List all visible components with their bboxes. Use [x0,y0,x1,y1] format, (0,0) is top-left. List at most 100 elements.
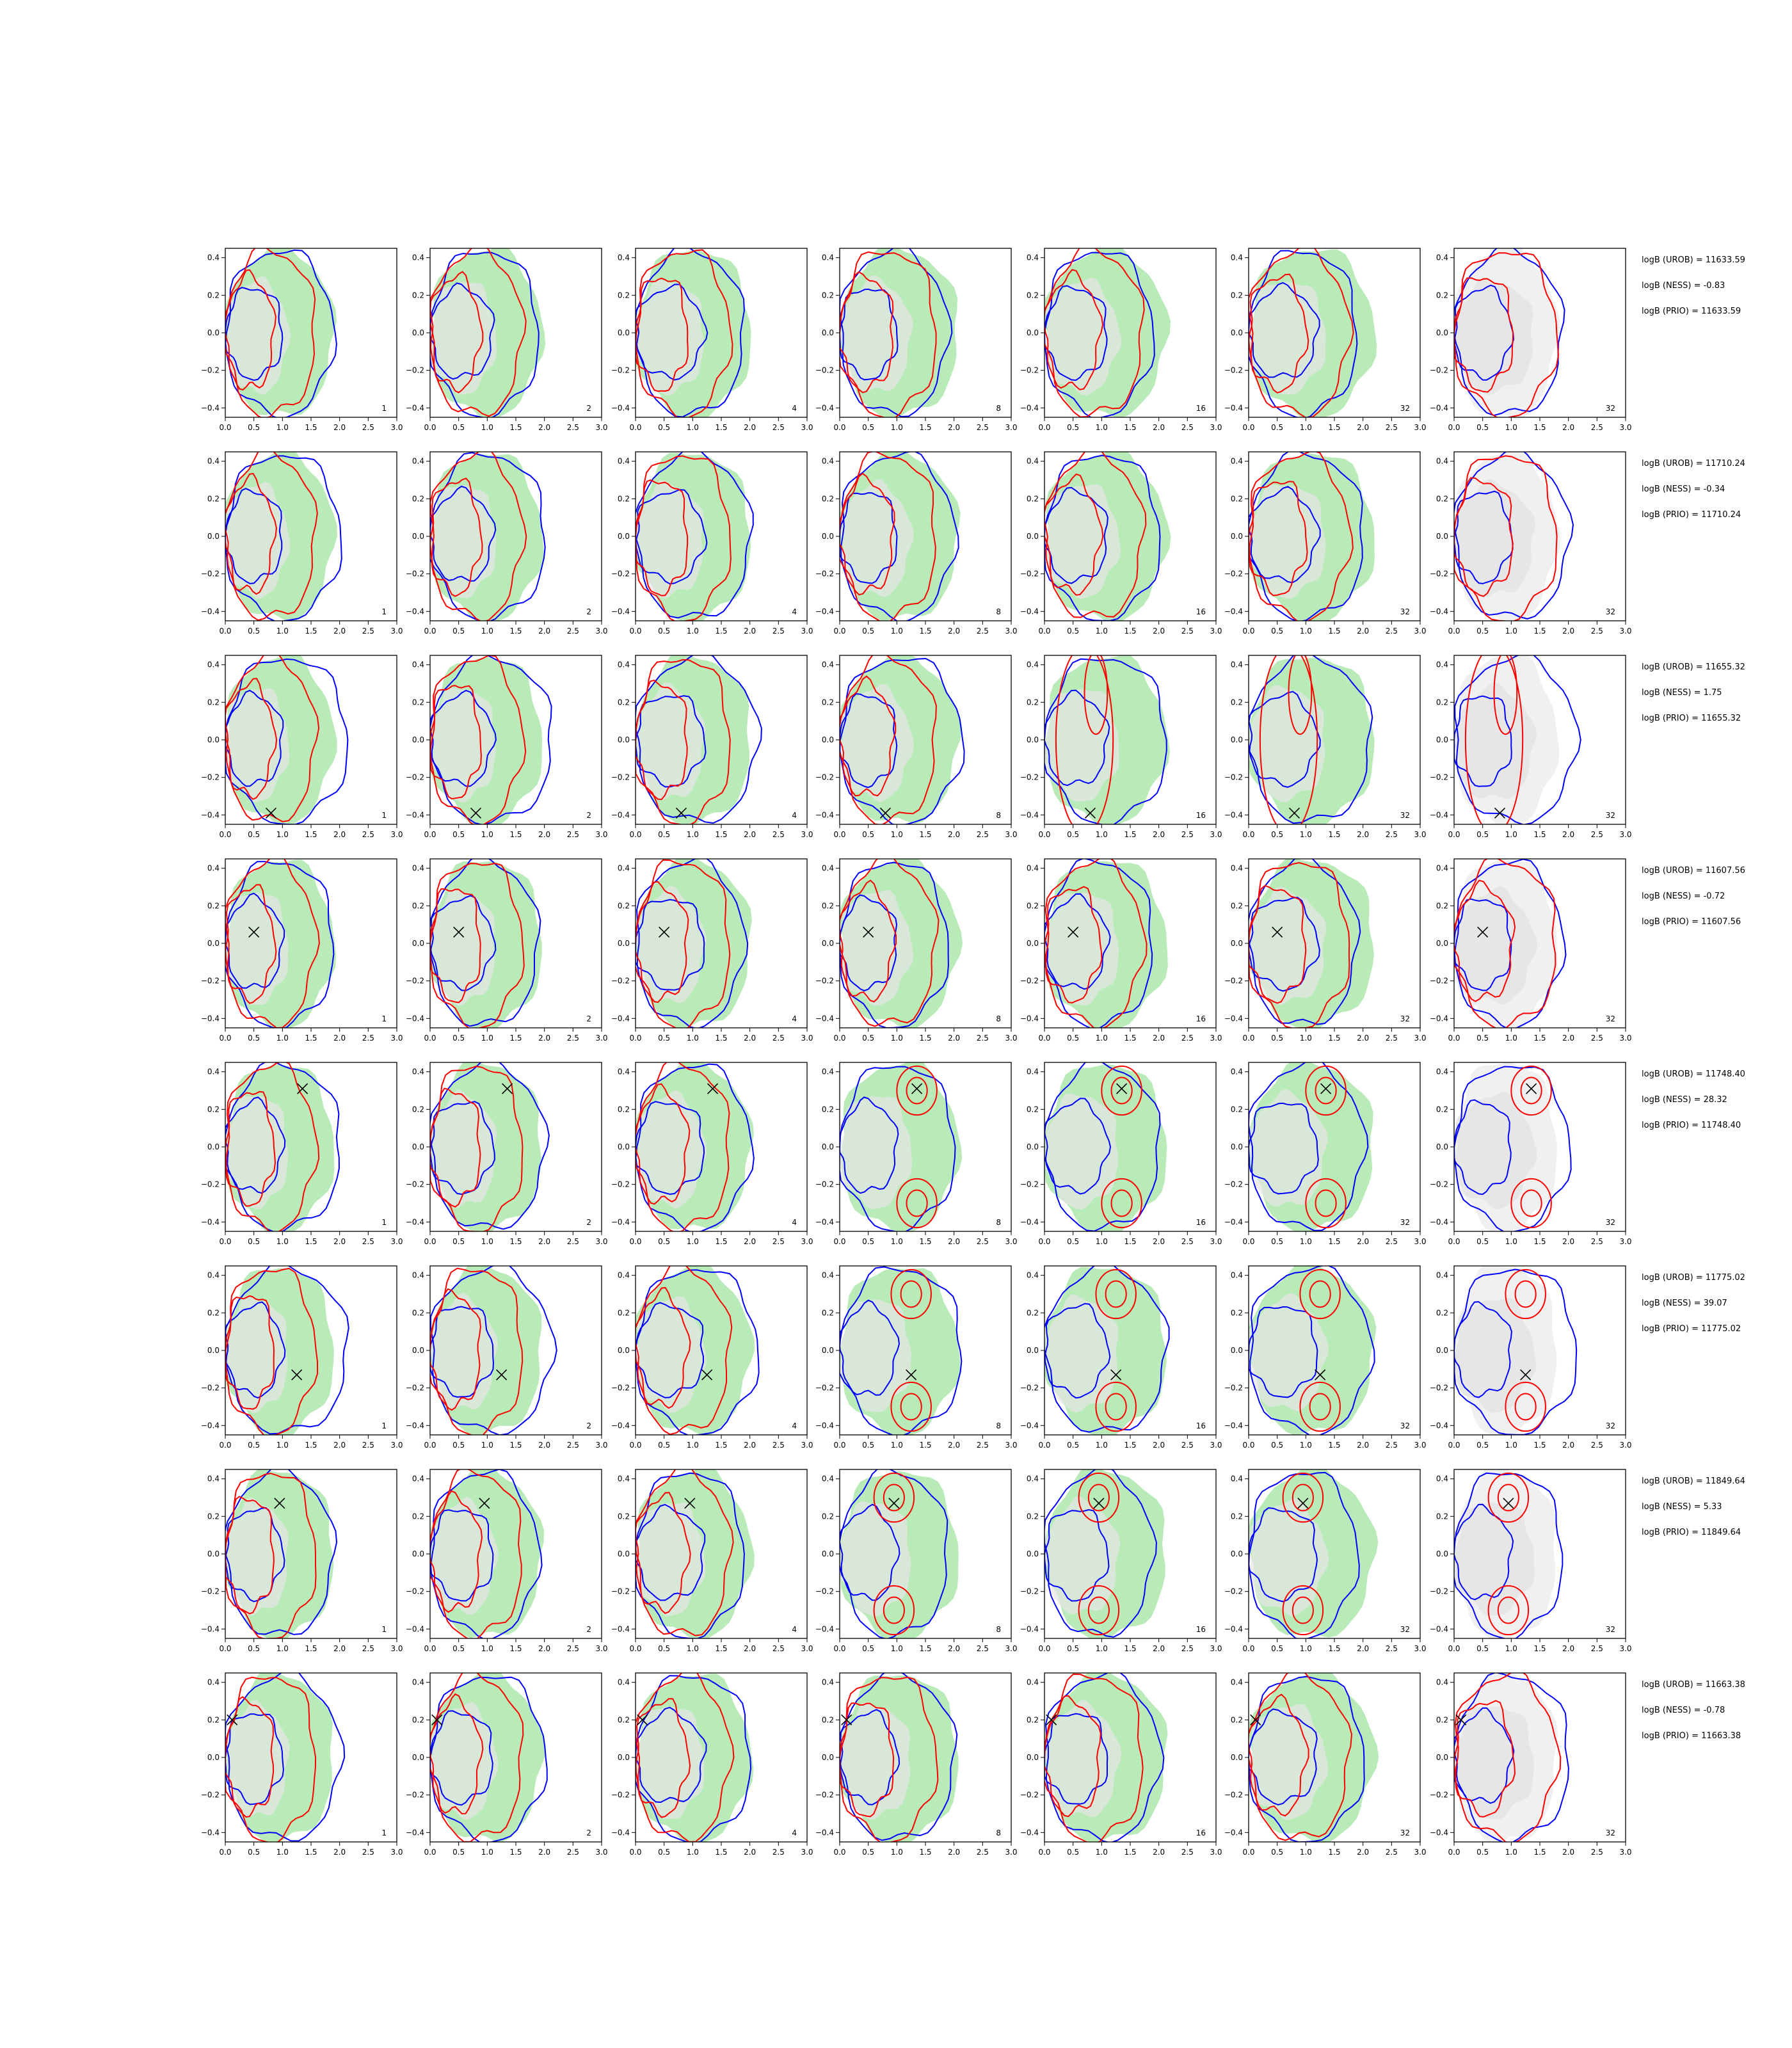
prior-fill-region [1249,1293,1329,1412]
y-tick-label: −0.4 [1224,810,1243,819]
panel-count-label: 2 [586,1218,591,1227]
prior-fill-region [430,1089,497,1208]
panel-r7-c1: 0.4 0.2 0.0 −0.2 −0.4 0.0 0.5 1.0 1.5 2.0 2.5 3.0 1 [201,1469,403,1653]
prior-fill-outer [1454,655,1560,824]
logB-annotation: logB (PRIO) = 11663.38 [1642,1731,1741,1741]
blue-contour-inner [1454,1707,1515,1804]
x-tick-label: 0.0 [1242,1441,1254,1450]
blue-contour-outer [430,655,552,824]
red-contour-mode-inner [1292,1596,1314,1624]
true-value-marker [453,926,465,938]
y-tick-label: −0.4 [611,810,630,819]
y-tick-label: −0.2 [1430,570,1448,579]
red-contour-outer [225,859,320,1028]
prior-fill-region [636,886,707,1004]
x-tick-label: 1.5 [715,1441,727,1450]
x-tick-label: 2.5 [772,830,785,839]
blue-contour-outer [225,455,342,621]
y-tick-label: −0.2 [815,366,834,375]
prior-fill-region [430,282,497,395]
x-tick-label: 2.0 [948,1034,960,1043]
panel-contours [1454,1469,1564,1638]
x-tick-label: 2.0 [744,830,756,839]
x-tick-label: 1.0 [1096,423,1108,432]
x-tick-label: 2.5 [1591,627,1603,636]
blue-contour-outer [430,452,546,621]
x-tick-label: 1.5 [715,627,727,636]
red-contour-mode-outer [1305,1178,1347,1229]
y-tick-label: −0.2 [611,1791,630,1800]
blue-contour-outer [1044,1469,1157,1638]
panel-r1-c2: 0.4 0.2 0.0 −0.2 −0.4 0.0 0.5 1.0 1.5 2.0 2.5 3.0 2 [406,248,608,432]
x-tick-label: 2.5 [1386,830,1398,839]
blue-contour-inner [1454,898,1512,991]
x-tick-label: 3.0 [801,1034,813,1043]
y-tick-label: 0.2 [1231,494,1243,503]
y-tick-label: 0.0 [1027,532,1039,541]
x-tick-label: 1.0 [891,1237,903,1246]
red-contour-inner [430,477,483,597]
x-tick-label: 1.0 [276,423,289,432]
prior-fill-region [636,1295,707,1413]
x-tick-label: 2.5 [1591,1237,1603,1246]
y-tick-label: 0.0 [822,1753,834,1762]
x-tick-label: 2.0 [948,830,960,839]
x-tick-label: 3.0 [595,830,607,839]
y-tick-label: −0.2 [815,1587,834,1596]
x-tick-label: 0.5 [248,1034,260,1043]
x-tick-label: 3.0 [390,423,403,432]
x-tick-label: 2.0 [744,1644,756,1653]
x-tick-label: 1.0 [1096,1848,1108,1857]
panel-contours [430,1673,548,1842]
y-tick-label: 0.4 [207,660,220,669]
y-tick-label: 0.4 [1436,1475,1448,1484]
prior-fill-region [225,688,290,803]
red-contour-mode-outer [1282,1472,1324,1523]
panel-r2-c4: 0.4 0.2 0.0 −0.2 −0.4 0.0 0.5 1.0 1.5 2.0 2.5 3.0 8 [815,451,1018,636]
prior-fill-outer [1454,1673,1558,1842]
y-tick-label: 0.0 [207,1753,220,1762]
x-tick-label: 0.0 [1242,1034,1254,1043]
y-tick-label: 0.4 [412,1475,424,1484]
y-tick-label: −0.2 [201,570,220,579]
x-tick-label: 0.0 [424,1441,436,1450]
blue-contour-outer [430,1062,550,1230]
y-tick-label: 0.2 [1231,1715,1243,1724]
blue-contour-outer [430,1469,543,1638]
red-contour-mode-inner [906,1076,928,1105]
panel-r6-c6: 0.4 0.2 0.0 −0.2 −0.4 0.0 0.5 1.0 1.5 2.0 2.5 3.0 32 [1224,1265,1427,1450]
panel-count-label: 2 [586,1014,591,1023]
panel-r4-c4: 0.4 0.2 0.0 −0.2 −0.4 0.0 0.5 1.0 1.5 2.0 2.5 3.0 8 [815,858,1018,1043]
y-tick-label: −0.4 [611,1217,630,1226]
y-tick-label: −0.4 [611,1421,630,1430]
y-tick-label: −0.4 [201,1421,220,1430]
panel-contours [430,655,552,824]
panel-r1-c7: 0.4 0.2 0.0 −0.2 −0.4 0.0 0.5 1.0 1.5 2.0 2.5 3.0 32 [1430,248,1632,432]
x-tick-label: 2.0 [1357,1644,1369,1653]
x-tick-label: 2.0 [1562,627,1574,636]
panel-count-label: 4 [792,811,797,820]
blue-contour-outer [1454,1673,1569,1842]
x-tick-label: 3.0 [390,627,403,636]
prior-fill-region [840,275,913,393]
blue-contour-inner [636,284,708,381]
panel-contours [840,1469,959,1638]
y-tick-label: −0.2 [406,1180,424,1189]
x-tick-label: 1.5 [1533,1441,1546,1450]
y-tick-label: 0.0 [618,939,630,948]
x-tick-label: 2.0 [1357,1848,1369,1857]
panel-count-label: 32 [1400,1421,1410,1430]
y-tick-label: 0.4 [618,1271,630,1280]
y-tick-label: 0.4 [618,457,630,466]
blue-contour-outer [840,248,953,417]
x-tick-label: 0.5 [452,423,465,432]
prior-fill-outer [1454,1469,1556,1638]
x-tick-label: 0.5 [658,1237,670,1246]
y-tick-label: 0.0 [207,1346,220,1355]
y-tick-label: 0.2 [1231,1105,1243,1114]
x-tick-label: 0.0 [629,423,641,432]
y-tick-label: 0.0 [1436,1346,1448,1355]
logB-annotation: logB (PRIO) = 11710.24 [1642,510,1741,520]
red-contour-outer [430,1673,524,1842]
red-contour-mode-inner [1520,1189,1542,1217]
